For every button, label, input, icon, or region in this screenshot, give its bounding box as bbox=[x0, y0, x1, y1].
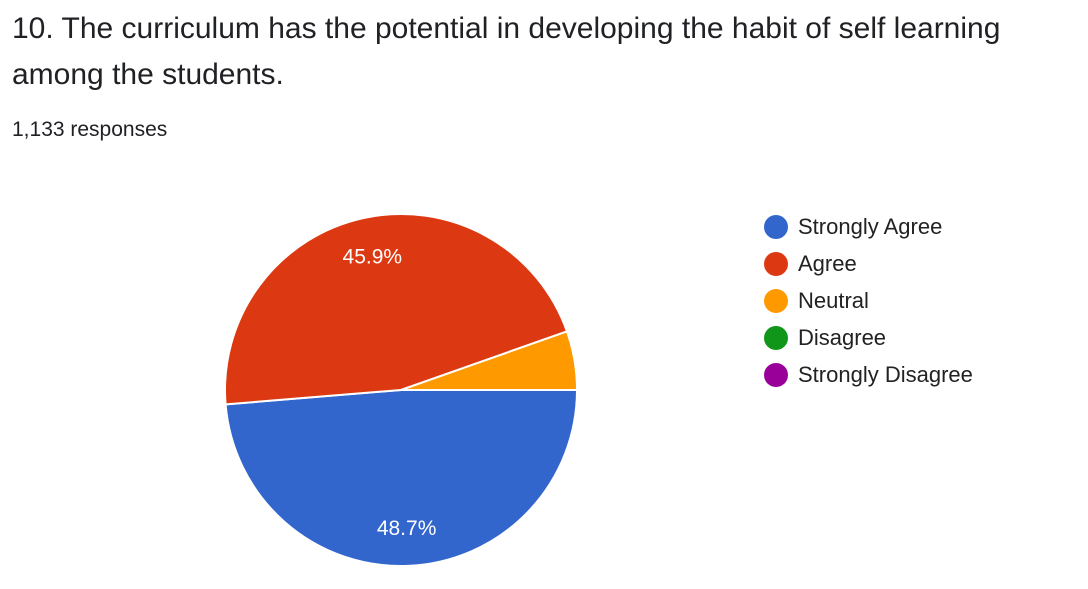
slice-label-agree: 45.9% bbox=[343, 246, 403, 269]
legend-swatch bbox=[764, 288, 788, 313]
legend-swatch bbox=[764, 325, 788, 350]
legend-item-strongly-agree[interactable]: Strongly Agree bbox=[764, 208, 973, 245]
pie-slice-neutral[interactable] bbox=[400, 330, 579, 391]
legend-item-neutral[interactable]: Neutral bbox=[764, 282, 973, 319]
legend-swatch bbox=[764, 214, 788, 239]
legend-label: Neutral bbox=[798, 287, 869, 313]
pie-slice-agree[interactable] bbox=[224, 213, 569, 406]
legend-label: Strongly Disagree bbox=[798, 361, 973, 387]
chart-legend: Strongly Agree Agree Neutral Disagree Strong… bbox=[764, 208, 973, 393]
question-title: 10. The curriculum has the potential in … bbox=[12, 12, 1001, 91]
legend-label: Agree bbox=[798, 250, 857, 276]
legend-label: Strongly Agree bbox=[798, 213, 943, 239]
legend-item-strongly-disagree[interactable]: Strongly Disagree bbox=[764, 356, 973, 393]
legend-label: Disagree bbox=[798, 324, 887, 350]
response-count: 1,133 responses bbox=[12, 118, 168, 141]
legend-swatch bbox=[764, 362, 788, 387]
slice-label-strongly-agree: 48.7% bbox=[377, 517, 437, 540]
legend-item-agree[interactable]: Agree bbox=[764, 245, 973, 282]
pie-slice-strongly-agree[interactable] bbox=[224, 389, 579, 567]
legend-item-disagree[interactable]: Disagree bbox=[764, 319, 973, 356]
legend-swatch bbox=[764, 251, 788, 276]
